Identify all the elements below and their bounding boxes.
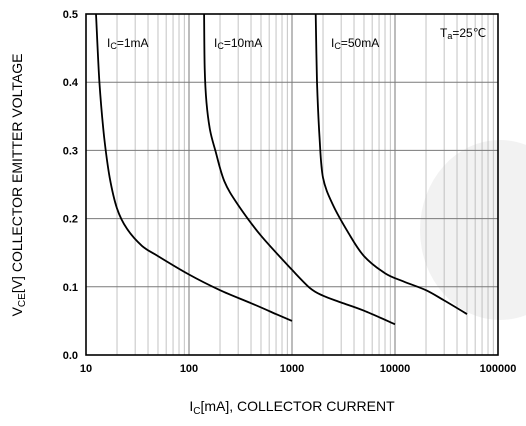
x-tick-labels: 10 100 1000 10000 100000 <box>80 363 516 375</box>
y-tick-label: 0.5 <box>63 9 78 21</box>
plot-frame <box>85 13 499 356</box>
watermark-shape <box>420 140 526 320</box>
temperature-condition: Ta=25℃ <box>440 26 486 41</box>
series-line-2 <box>314 13 468 315</box>
series-annotations: IC=1mA IC=10mA IC=50mA Ta=25℃ <box>107 26 486 51</box>
x-tick-label: 1000 <box>280 363 304 375</box>
series-annotation-1ma: IC=1mA <box>107 36 149 51</box>
x-axis-label: IC[mA], COLLECTOR CURRENT <box>189 398 395 417</box>
series-line-1 <box>203 13 396 326</box>
background-watermark <box>420 140 526 320</box>
x-tick-label: 10 <box>80 363 92 375</box>
y-axis-label: VCE[V] COLLECTOR EMITTER VOLTAGE <box>9 54 28 317</box>
x-tick-label: 100 <box>180 363 198 375</box>
series-layer <box>95 13 468 326</box>
series-line-0 <box>95 13 293 322</box>
x-tick-label: 100000 <box>480 363 517 375</box>
y-tick-label: 0.0 <box>63 350 78 362</box>
y-tick-label: 0.1 <box>63 282 78 294</box>
series-annotation-10ma: IC=10mA <box>214 36 262 51</box>
x-tick-label: 10000 <box>380 363 411 375</box>
y-tick-label: 0.3 <box>63 145 78 157</box>
series-annotation-50ma: IC=50mA <box>331 36 379 51</box>
y-tick-label: 0.2 <box>63 214 78 226</box>
y-tick-label: 0.4 <box>63 77 79 89</box>
y-tick-labels: 0.0 0.1 0.2 0.3 0.4 0.5 <box>63 9 79 362</box>
